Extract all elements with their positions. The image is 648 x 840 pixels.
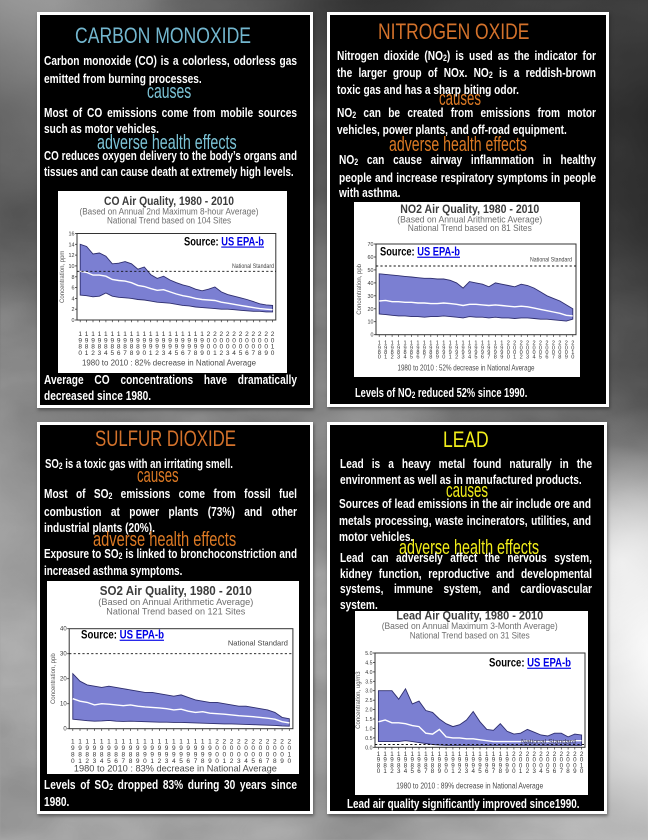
svg-text:Source: US EPA-b: Source: US EPA-b	[184, 237, 264, 249]
svg-text:012345678901234567890123456789: 0123456789012345678901234567890	[71, 757, 292, 764]
svg-text:111111111111111111112222222222: 1111111111111111111122222222222	[378, 341, 575, 347]
svg-text:1980 to 2010 : 52% decrease i: 1980 to 2010 : 52% decrease in National …	[397, 363, 534, 373]
svg-text:999999999999999999990000000000: 9999999999999999999900000000000	[78, 337, 274, 344]
svg-text:20: 20	[60, 676, 67, 682]
svg-text:Concentration, ppm: Concentration, ppm	[60, 251, 66, 303]
svg-text:(Based on Annual Arithmetic Av: (Based on Annual Arithmetic Average)	[98, 596, 253, 607]
svg-text:(Based on Annual 2nd Maximum 8: (Based on Annual 2nd Maximum 8-hour Aver…	[79, 207, 258, 217]
svg-text:888888888899999999990000000000: 8888888888999999999900000000001	[78, 344, 274, 351]
svg-text:012345678901234567890123456789: 0123456789012345678901234567890	[377, 768, 584, 775]
svg-text:10: 10	[367, 320, 373, 326]
svg-text:Concentration, ppb: Concentration, ppb	[51, 652, 57, 703]
svg-text:4.5: 4.5	[365, 660, 372, 666]
svg-text:999999999999999999990000000000: 9999999999999999999900000000000	[377, 756, 584, 763]
svg-text:National Trend based on 121 Si: National Trend based on 121 Sites	[106, 606, 245, 617]
svg-text:888888888899999999990000000000: 8888888888999999999900000000001	[378, 350, 575, 356]
svg-text:0: 0	[370, 333, 373, 339]
svg-text:12: 12	[68, 253, 74, 259]
svg-text:1.0: 1.0	[365, 726, 372, 732]
svg-text:16: 16	[68, 232, 74, 238]
svg-text:National Trend based on 31 Si: National Trend based on 31 Sites	[410, 630, 531, 640]
svg-text:6: 6	[71, 286, 74, 292]
svg-text:10: 10	[60, 701, 67, 707]
svg-text:111111111111111111112222222222: 1111111111111111111122222222222	[78, 331, 274, 338]
svg-text:888888888899999999990000000000: 8888888888999999999900000000001	[377, 762, 584, 769]
svg-text:5.0: 5.0	[365, 651, 372, 657]
svg-text:40: 40	[367, 281, 373, 287]
svg-text:888888888899999999990000000000: 8888888888999999999900000000001	[71, 751, 292, 758]
svg-text:NO2 Air Quality, 1980 - 2010: NO2 Air Quality, 1980 - 2010	[400, 204, 539, 216]
svg-text:1980 to 2010 : 83% decrease i: 1980 to 2010 : 83% decrease in National …	[74, 762, 277, 773]
svg-text:3.0: 3.0	[365, 688, 372, 694]
svg-text:Source: US EPA-b: Source: US EPA-b	[489, 657, 571, 669]
svg-text:Source: US EPA-b: Source: US EPA-b	[380, 247, 460, 259]
svg-text:Concentration, ppb: Concentration, ppb	[357, 264, 363, 315]
svg-text:70: 70	[367, 242, 373, 248]
svg-text:10: 10	[68, 264, 74, 270]
svg-text:999999999999999999990000000000: 9999999999999999999900000000000	[71, 744, 292, 751]
svg-text:50: 50	[367, 268, 373, 274]
svg-text:National Standard: National Standard	[232, 263, 274, 270]
svg-text:National Trend based on 104 Si: National Trend based on 104 Sites	[107, 215, 232, 225]
svg-text:40: 40	[60, 626, 67, 632]
svg-text:20: 20	[367, 307, 373, 313]
svg-text:(Based on Annual Maximum 3-Mon: (Based on Annual Maximum 3-Month Average…	[382, 621, 558, 631]
svg-text:National Standard: National Standard	[530, 257, 572, 264]
svg-text:CO Air Quality, 1980 - 2010: CO Air Quality, 1980 - 2010	[104, 196, 234, 208]
svg-text:Concentration, ug/m3: Concentration, ug/m3	[356, 670, 362, 728]
svg-text:111111111111111111112222222222: 1111111111111111111122222222222	[71, 738, 292, 745]
svg-text:4: 4	[71, 296, 74, 302]
svg-text:National Standard: National Standard	[228, 638, 288, 647]
svg-text:2.0: 2.0	[365, 707, 372, 713]
svg-text:111111111111111111112222222222: 1111111111111111111122222222222	[377, 751, 584, 758]
svg-text:30: 30	[60, 651, 67, 657]
svg-text:3.5: 3.5	[365, 679, 372, 685]
svg-text:1.5: 1.5	[365, 717, 372, 723]
svg-text:0.5: 0.5	[365, 736, 372, 742]
svg-text:1980 to 2010 : 82% decrease i: 1980 to 2010 : 82% decrease in National …	[82, 359, 257, 368]
svg-text:2: 2	[71, 307, 74, 313]
svg-text:Source: US EPA-b: Source: US EPA-b	[81, 629, 164, 641]
svg-text:0: 0	[71, 318, 74, 324]
svg-text:012345678901234567890123456789: 0123456789012345678901234567890	[78, 350, 274, 357]
svg-text:(Based on Annual Arithmetic Av: (Based on Annual Arithmetic Average)	[397, 215, 542, 225]
svg-text:National Standard: National Standard	[521, 738, 576, 745]
svg-text:999999999999999999990000000000: 9999999999999999999900000000000	[378, 346, 575, 352]
svg-text:0: 0	[63, 726, 67, 732]
svg-text:SO2 Air Quality, 1980 - 2010: SO2 Air Quality, 1980 - 2010	[100, 584, 252, 598]
svg-text:14: 14	[68, 242, 74, 248]
svg-text:60: 60	[367, 255, 373, 261]
svg-text:4.0: 4.0	[365, 670, 372, 676]
svg-text:8: 8	[71, 275, 74, 281]
svg-text:0.0: 0.0	[365, 745, 372, 751]
svg-text:1980 to 2010 : 89% decrease i: 1980 to 2010 : 89% decrease in National …	[396, 780, 543, 790]
svg-text:National Trend based on 81 Si: National Trend based on 81 Sites	[408, 223, 533, 233]
svg-text:Lead Air Quality, 1980 - 2010: Lead Air Quality, 1980 - 2010	[396, 611, 543, 622]
svg-text:012345678901234567890123456789: 0123456789012345678901234567890	[378, 355, 575, 361]
svg-text:2.5: 2.5	[365, 698, 372, 704]
svg-text:30: 30	[367, 294, 373, 300]
